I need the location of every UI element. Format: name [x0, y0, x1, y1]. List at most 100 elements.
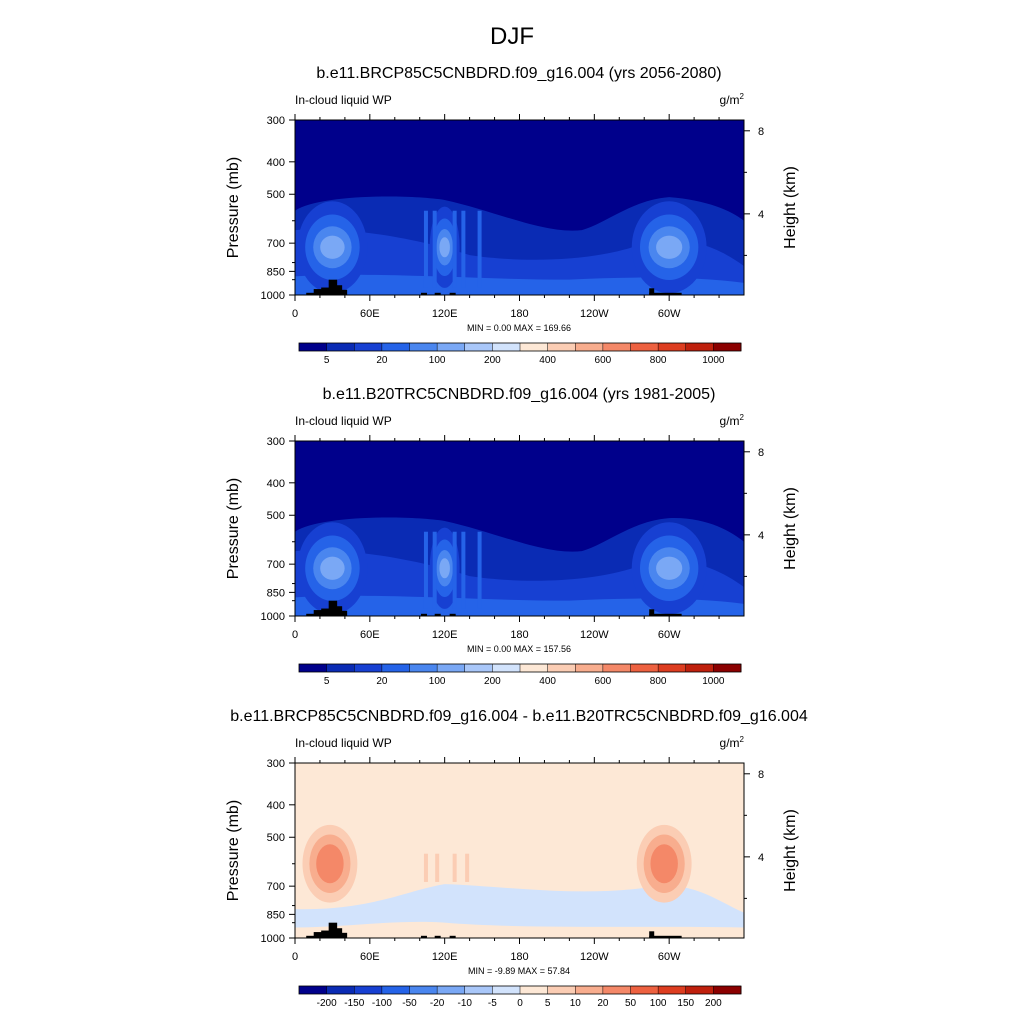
topography [420, 935, 427, 938]
colorbar-box [299, 343, 328, 351]
x-tick-label: 0 [292, 308, 298, 320]
x-tick-label: 60W [658, 951, 681, 963]
topography [649, 931, 655, 938]
field-streak [465, 853, 470, 882]
colorbar-label: -200 [317, 998, 337, 1009]
colorbar-label: -150 [344, 998, 364, 1009]
field-streak [477, 531, 482, 609]
units-label: g/m2 [720, 735, 745, 750]
topography [313, 289, 323, 295]
topography [321, 287, 330, 295]
colorbar-box [602, 343, 631, 351]
units-label: g/m2 [720, 413, 745, 428]
y-tick-label: 400 [267, 478, 285, 490]
topography [306, 613, 315, 616]
panel-title: b.e11.BRCP85C5CNBDRD.f09_g16.004 (yrs 20… [316, 65, 721, 82]
x-tick-label: 60W [658, 308, 681, 320]
topography [338, 932, 348, 938]
colorbar-box [437, 343, 466, 351]
x-tick-label: 180 [510, 629, 528, 641]
topography [649, 292, 682, 295]
colorbar-label: -50 [402, 998, 417, 1009]
field-contour [316, 844, 344, 884]
y2-tick-label: 8 [758, 447, 764, 459]
colorbar: 5 20 100 200 400 600 800 1000 [298, 342, 742, 366]
colorbar-box [299, 664, 328, 672]
colorbar-label: 20 [597, 998, 609, 1009]
y-axis-label: Pressure (mb) [225, 157, 242, 258]
colorbar-label: 200 [705, 998, 722, 1009]
topography [434, 613, 441, 616]
y-tick-label: 850 [267, 587, 285, 599]
colorbar-box [326, 664, 355, 672]
colorbar-box [326, 343, 355, 351]
topography [434, 292, 441, 295]
colorbar-label: -5 [488, 998, 497, 1009]
colorbar-box [520, 986, 549, 994]
x-tick-label: 120W [580, 308, 609, 320]
topography [321, 608, 330, 616]
field-contour [439, 558, 450, 579]
topography [649, 935, 682, 938]
y-tick-label: 1000 [261, 933, 285, 945]
x-tick-label: 60E [360, 308, 380, 320]
field-streak [461, 531, 466, 609]
field-streak [452, 853, 457, 882]
y2-tick-label: 8 [758, 769, 764, 781]
units-label: g/m2 [720, 92, 745, 107]
y-tick-label: 1000 [261, 611, 285, 623]
colorbar-box [658, 343, 687, 351]
colorbar-label: 600 [595, 676, 612, 687]
variable-label: In-cloud liquid WP [295, 414, 392, 428]
contour-field [295, 441, 744, 616]
field-contour [656, 556, 683, 580]
contour-field [295, 120, 744, 295]
y-tick-label: 300 [267, 758, 285, 770]
colorbar-box [381, 664, 410, 672]
field-level [295, 884, 744, 938]
field-streak [432, 210, 437, 288]
y2-tick-label: 4 [758, 852, 764, 864]
y-tick-label: 300 [267, 115, 285, 127]
colorbar-box [713, 664, 742, 672]
topography [328, 922, 338, 938]
topography [306, 935, 315, 938]
x-tick-label: 120W [580, 629, 609, 641]
colorbar-label: 1000 [702, 676, 725, 687]
figure-title: DJF [490, 23, 534, 50]
colorbar-box [381, 343, 410, 351]
colorbar-box [409, 664, 438, 672]
panel-3: b.e11.BRCP85C5CNBDRD.f09_g16.004 - b.e11… [225, 708, 808, 1009]
colorbar-box [520, 343, 549, 351]
topography [313, 932, 323, 938]
colorbar-label: 800 [650, 355, 667, 366]
field-level [295, 274, 744, 295]
panel-2: b.e11.B20TRC5CNBDRD.f09_g16.004 (yrs 198… [225, 386, 799, 687]
y2-axis-label: Height (km) [782, 166, 799, 249]
colorbar-box [602, 664, 631, 672]
min-max-stats: MIN = 0.00 MAX = 157.56 [467, 644, 571, 654]
topography [328, 279, 338, 295]
y2-tick-label: 4 [758, 209, 764, 221]
colorbar-label: 0 [517, 998, 523, 1009]
colorbar-box [713, 343, 742, 351]
y-tick-label: 500 [267, 510, 285, 522]
colorbar-label: 5 [324, 355, 330, 366]
colorbar-box [409, 986, 438, 994]
topography [306, 292, 315, 295]
colorbar-label: 10 [570, 998, 582, 1009]
field-level [295, 927, 744, 938]
y-tick-label: 500 [267, 832, 285, 844]
colorbar-label: 800 [650, 676, 667, 687]
colorbar-label: 5 [545, 998, 551, 1009]
topography [328, 600, 338, 616]
colorbar-box [658, 986, 687, 994]
y-axis-label: Pressure (mb) [225, 478, 242, 579]
y-axis-label: Pressure (mb) [225, 800, 242, 901]
colorbar-box [685, 986, 714, 994]
colorbar-box [658, 664, 687, 672]
colorbar-label: 100 [429, 676, 446, 687]
topography [649, 609, 655, 616]
colorbar-box [437, 986, 466, 994]
